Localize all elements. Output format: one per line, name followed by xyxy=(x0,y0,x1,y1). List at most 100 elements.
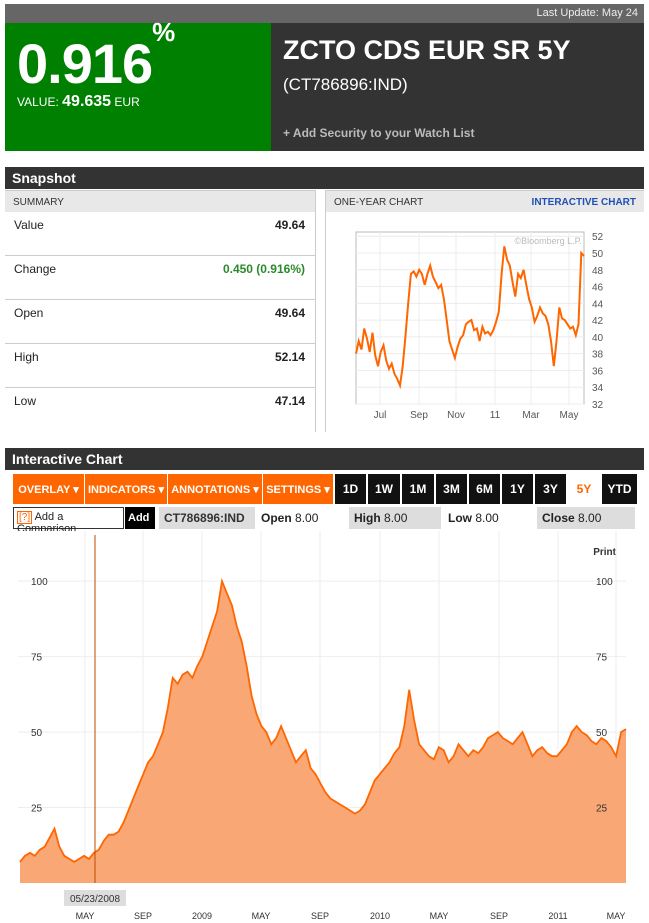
value-label: VALUE: xyxy=(17,95,59,109)
y-tick-label-right: 75 xyxy=(596,653,608,664)
y-tick-label: 48 xyxy=(592,266,604,277)
row-label: Value xyxy=(14,218,44,232)
percent-change-value: 0.916 xyxy=(17,32,153,95)
open-label: Open xyxy=(261,511,292,525)
overlay-menu[interactable]: OVERLAY ▾ xyxy=(13,474,84,504)
high-label: High xyxy=(354,511,381,525)
x-tick-label: SEP xyxy=(490,911,508,921)
x-tick-label: MAY xyxy=(76,911,95,921)
interactive-chart-link[interactable]: INTERACTIVE CHART xyxy=(531,197,636,208)
date-marker-box xyxy=(64,890,126,906)
snapshot-section: SUMMARY Value 49.64 Change 0.450 (0.916%) … xyxy=(5,190,644,432)
add-comparison-button[interactable]: Add xyxy=(125,507,155,529)
security-panel: ZCTO CDS EUR SR 5Y (CT786896:IND) + Add … xyxy=(271,23,644,151)
close-value: 8.00 xyxy=(578,511,602,525)
row-value: 49.64 xyxy=(274,218,305,232)
range-1y[interactable]: 1Y xyxy=(502,474,533,504)
plot-frame xyxy=(355,231,585,405)
range-5y[interactable]: 5Y xyxy=(568,474,600,504)
summary-row: Low 47.14 xyxy=(5,388,315,432)
percent-sign: % xyxy=(152,17,175,48)
chart-toolbar: OVERLAY ▾ INDICATORS ▾ ANNOTATIONS ▾ SET… xyxy=(13,474,637,504)
last-update-bar: Last Update: May 24 xyxy=(5,4,644,23)
y-tick-label-left: 75 xyxy=(31,653,43,664)
low-value: 8.00 xyxy=(475,511,499,525)
chart-ticker: CT786896:IND xyxy=(159,507,255,529)
x-tick-label: 11 xyxy=(490,410,501,421)
interactive-chart[interactable]: Print 25 25 50 50 75 75 100 100 05/23/2008 MAY SEP 2… xyxy=(13,531,637,923)
settings-menu[interactable]: SETTINGS ▾ xyxy=(263,474,333,504)
chart-header-label: ONE-YEAR CHART xyxy=(334,197,424,208)
summary-header: SUMMARY xyxy=(5,190,315,212)
y-tick-label: 38 xyxy=(592,350,604,361)
y-tick-label: 40 xyxy=(592,333,604,344)
y-tick-label: 34 xyxy=(592,383,604,394)
range-ytd[interactable]: YTD xyxy=(602,474,637,504)
row-label: High xyxy=(14,350,39,364)
indicators-menu[interactable]: INDICATORS ▾ xyxy=(85,474,167,504)
one-year-chart: 32 34 36 38 40 42 44 46 48 50 52 Jul Sep Nov 11 Mar May ©… xyxy=(355,231,604,421)
open-value: 8.00 xyxy=(295,511,319,525)
currency-label: EUR xyxy=(114,95,140,109)
open-readout: Open 8.00 xyxy=(256,507,348,529)
range-1w[interactable]: 1W xyxy=(368,474,400,504)
summary-table: SUMMARY Value 49.64 Change 0.450 (0.916%) … xyxy=(5,190,316,432)
annotations-menu[interactable]: ANNOTATIONS ▾ xyxy=(168,474,262,504)
summary-row: High 52.14 xyxy=(5,344,315,388)
y-tick-label: 44 xyxy=(592,299,604,310)
close-label: Close xyxy=(542,511,575,525)
summary-row: Change 0.450 (0.916%) xyxy=(5,256,315,300)
summary-row: Value 49.64 xyxy=(5,212,315,256)
x-tick-label: Mar xyxy=(522,410,540,421)
x-tick-label: MAY xyxy=(252,911,271,921)
y-tick-label-right: 100 xyxy=(596,577,613,588)
x-tick-label: Nov xyxy=(447,410,465,421)
percent-change: 0.916% xyxy=(17,17,175,96)
help-icon[interactable]: [?] xyxy=(17,511,33,524)
x-tick-label: Sep xyxy=(410,410,428,421)
quote-value: VALUE: 49.635 EUR xyxy=(17,93,140,111)
row-value: 52.14 xyxy=(274,350,305,364)
low-readout: Low 8.00 xyxy=(443,507,535,529)
range-1d[interactable]: 1D xyxy=(335,474,366,504)
range-1m[interactable]: 1M xyxy=(402,474,434,504)
x-tick-label: MAY xyxy=(607,911,626,921)
date-marker-label: 05/23/2008 xyxy=(70,894,120,905)
range-6m[interactable]: 6M xyxy=(469,474,500,504)
x-tick-label: May xyxy=(560,410,579,421)
range-3m[interactable]: 3M xyxy=(436,474,467,504)
row-label: Low xyxy=(14,394,37,408)
add-to-watchlist-link[interactable]: + Add Security to your Watch List xyxy=(283,126,475,140)
x-tick-label: 2009 xyxy=(192,911,212,921)
last-update-text: Last Update: May 24 xyxy=(536,7,638,19)
credit-label: ©Bloomberg L.P. xyxy=(514,236,582,246)
y-tick-label-left: 25 xyxy=(31,804,43,815)
y-tick-label-right: 50 xyxy=(596,728,608,739)
comparison-input[interactable]: [?] Add a Comparison xyxy=(13,507,124,535)
row-label: Change xyxy=(14,262,57,276)
x-tick-label: 2011 xyxy=(548,911,567,921)
y-tick-label: 52 xyxy=(592,232,604,243)
x-tick-label: 2010 xyxy=(370,911,390,921)
y-tick-label-right: 25 xyxy=(596,804,608,815)
high-readout: High 8.00 xyxy=(349,507,441,529)
y-tick-label: 46 xyxy=(592,283,604,294)
x-tick-label: SEP xyxy=(134,911,152,921)
range-3y[interactable]: 3Y xyxy=(535,474,566,504)
quote-header: 0.916% VALUE: 49.635 EUR ZCTO CDS EUR SR… xyxy=(5,17,644,151)
price-change-panel: 0.916% VALUE: 49.635 EUR xyxy=(5,17,271,151)
snapshot-title: Snapshot xyxy=(5,167,644,189)
x-tick-label: MAY xyxy=(430,911,449,921)
value-number: 49.635 xyxy=(62,93,112,110)
security-title: ZCTO CDS EUR SR 5Y xyxy=(283,35,571,65)
series-line xyxy=(19,577,627,863)
y-tick-label-left: 100 xyxy=(31,577,48,588)
summary-row: Open 49.64 xyxy=(5,300,315,344)
security-ticker: (CT786896:IND) xyxy=(283,75,408,94)
high-value: 8.00 xyxy=(384,511,408,525)
one-year-chart-header: ONE-YEAR CHART INTERACTIVE CHART xyxy=(326,190,644,212)
x-tick-label: Jul xyxy=(374,410,387,421)
y-tick-label-left: 50 xyxy=(31,728,43,739)
comparison-bar: [?] Add a Comparison Add CT786896:IND Op… xyxy=(13,507,637,535)
y-tick-label: 50 xyxy=(592,249,604,260)
